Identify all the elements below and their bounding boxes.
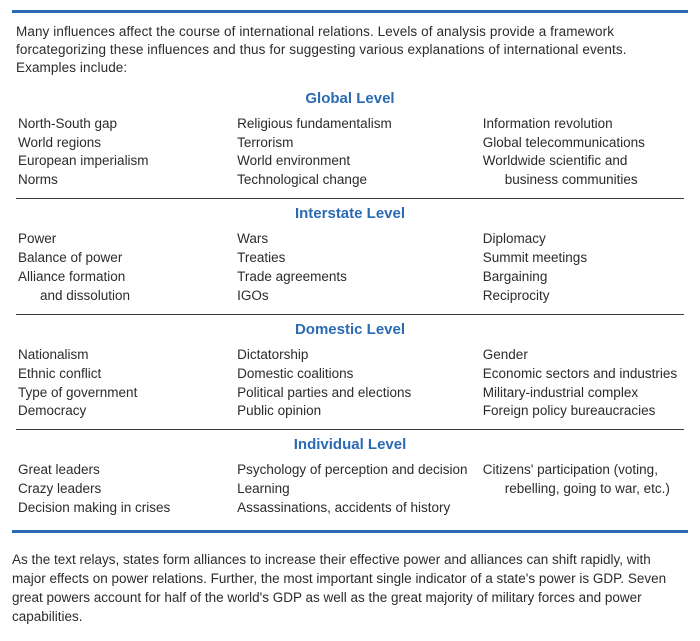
- level-title: Global Level: [16, 90, 684, 107]
- list-item: Assassinations, accidents of history: [237, 499, 483, 518]
- level-column: Citizens' participation (voting,rebellin…: [483, 461, 682, 518]
- list-item: and dissolution: [18, 287, 237, 306]
- list-item: Diplomacy: [483, 230, 682, 249]
- list-item: Great leaders: [18, 461, 237, 480]
- section-divider: [16, 314, 684, 315]
- level-column: DictatorshipDomestic coalitionsPolitical…: [237, 346, 483, 422]
- intro-text: Many influences affect the course of int…: [16, 23, 684, 78]
- list-item: Military-industrial complex: [483, 384, 682, 403]
- list-item: Terrorism: [237, 134, 483, 153]
- list-item: Type of government: [18, 384, 237, 403]
- list-item: Domestic coalitions: [237, 365, 483, 384]
- list-item: Ethnic conflict: [18, 365, 237, 384]
- list-item: World regions: [18, 134, 237, 153]
- level-column: Information revolutionGlobal telecommuni…: [483, 115, 682, 191]
- section-divider: [16, 198, 684, 199]
- list-item: North-South gap: [18, 115, 237, 134]
- levels-framework-box: Many influences affect the course of int…: [12, 10, 688, 533]
- list-item: Norms: [18, 171, 237, 190]
- list-item: rebelling, going to war, etc.): [483, 480, 682, 499]
- list-item: Dictatorship: [237, 346, 483, 365]
- section-divider: [16, 429, 684, 430]
- level-column: WarsTreatiesTrade agreementsIGOs: [237, 230, 483, 306]
- list-item: Gender: [483, 346, 682, 365]
- list-item: Balance of power: [18, 249, 237, 268]
- list-item: Treaties: [237, 249, 483, 268]
- list-item: Crazy leaders: [18, 480, 237, 499]
- list-item: Democracy: [18, 402, 237, 421]
- level-title: Interstate Level: [16, 205, 684, 222]
- level-column: Religious fundamentalismTerrorismWorld e…: [237, 115, 483, 191]
- list-item: IGOs: [237, 287, 483, 306]
- level-column: DiplomacySummit meetingsBargainingRecipr…: [483, 230, 682, 306]
- level-column: Great leadersCrazy leadersDecision makin…: [18, 461, 237, 518]
- list-item: Religious fundamentalism: [237, 115, 483, 134]
- list-item: Worldwide scientific and: [483, 152, 682, 171]
- levels-container: Global Level North-South gapWorld regions…: [16, 90, 684, 524]
- level-columns: Great leadersCrazy leadersDecision makin…: [16, 461, 684, 524]
- level-column: Psychology of perception and decisionLea…: [237, 461, 483, 518]
- list-item: European imperialism: [18, 152, 237, 171]
- level-column: PowerBalance of powerAlliance formationa…: [18, 230, 237, 306]
- list-item: Citizens' participation (voting,: [483, 461, 682, 480]
- list-item: Foreign policy bureaucracies: [483, 402, 682, 421]
- list-item: Reciprocity: [483, 287, 682, 306]
- list-item: Psychology of perception and decision: [237, 461, 483, 480]
- level-column: NationalismEthnic conflictType of govern…: [18, 346, 237, 422]
- level-columns: PowerBalance of powerAlliance formationa…: [16, 230, 684, 312]
- level-columns: NationalismEthnic conflictType of govern…: [16, 346, 684, 428]
- list-item: Public opinion: [237, 402, 483, 421]
- list-item: Global telecommunications: [483, 134, 682, 153]
- level-columns: North-South gapWorld regionsEuropean imp…: [16, 115, 684, 197]
- list-item: Technological change: [237, 171, 483, 190]
- list-item: Wars: [237, 230, 483, 249]
- list-item: Power: [18, 230, 237, 249]
- level-column: North-South gapWorld regionsEuropean imp…: [18, 115, 237, 191]
- list-item: Political parties and elections: [237, 384, 483, 403]
- list-item: Nationalism: [18, 346, 237, 365]
- list-item: Trade agreements: [237, 268, 483, 287]
- list-item: Learning: [237, 480, 483, 499]
- level-title: Domestic Level: [16, 321, 684, 338]
- list-item: World environment: [237, 152, 483, 171]
- footnote-text: As the text relays, states form alliance…: [12, 551, 688, 627]
- list-item: business communities: [483, 171, 682, 190]
- list-item: Economic sectors and industries: [483, 365, 682, 384]
- list-item: Summit meetings: [483, 249, 682, 268]
- level-column: GenderEconomic sectors and industriesMil…: [483, 346, 682, 422]
- list-item: Information revolution: [483, 115, 682, 134]
- list-item: Bargaining: [483, 268, 682, 287]
- list-item: Decision making in crises: [18, 499, 237, 518]
- level-title: Individual Level: [16, 436, 684, 453]
- list-item: Alliance formation: [18, 268, 237, 287]
